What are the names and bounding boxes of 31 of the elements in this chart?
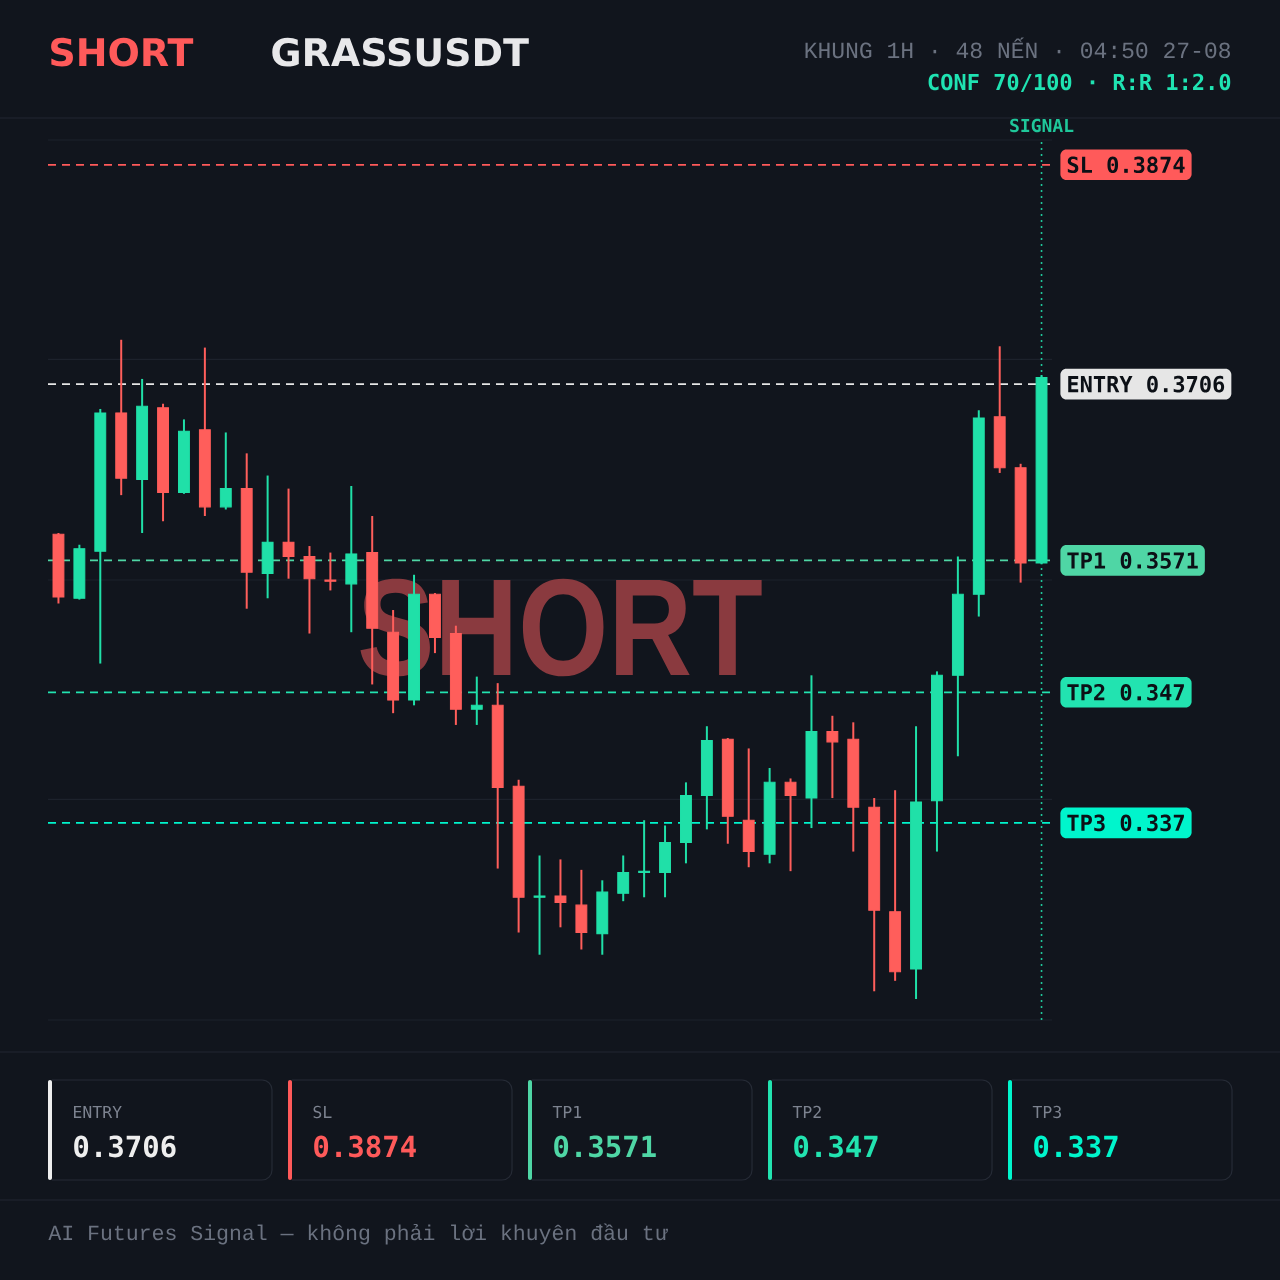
- data-label: 0.3571: [554, 1135, 656, 1158]
- category-label: ENTRY: [74, 1105, 122, 1118]
- chart-title: GRASSUSDT: [272, 37, 529, 67]
- ref-line-label: SL 0.3874: [1067, 156, 1185, 174]
- text: SIGNAL: [1010, 118, 1074, 133]
- candlestick: [617, 854, 630, 903]
- candlestick: [784, 777, 797, 873]
- candlestick: [554, 858, 567, 929]
- chart-subtitle: SHORT: [51, 37, 194, 67]
- data-label: 0.337: [1034, 1135, 1118, 1158]
- text: AI Futures Signal — không phải lời khuyên đầu tư: [48, 1223, 668, 1245]
- category-label: TP2: [792, 1105, 821, 1118]
- ref-line-label: TP1 0.3571: [1067, 552, 1198, 569]
- data-label: 0.347: [794, 1135, 878, 1158]
- ref-line-label: TP2 0.347: [1067, 683, 1184, 701]
- candlestick: [638, 819, 651, 899]
- candlestick: [303, 545, 316, 635]
- text: KHUNG 1H · 48 NẾN · 04:50 27-08: [805, 37, 1231, 59]
- ref-line-label: TP3 0.337: [1067, 814, 1184, 832]
- candlestick: [324, 551, 337, 592]
- data-label: 0.3874: [314, 1135, 416, 1158]
- candlestick: [282, 487, 295, 580]
- candlestick: [826, 714, 839, 800]
- category-label: TP3: [1032, 1105, 1061, 1119]
- category-label: SL: [313, 1105, 332, 1119]
- candlestick: [533, 854, 546, 956]
- category-label: TP1: [552, 1105, 582, 1118]
- data-label: 0.3706: [74, 1135, 176, 1158]
- ref-line-label: ENTRY 0.3706: [1068, 375, 1225, 393]
- text: CONF 70/100 · R:R 1:2.0: [928, 73, 1231, 93]
- candlestick: [219, 431, 232, 511]
